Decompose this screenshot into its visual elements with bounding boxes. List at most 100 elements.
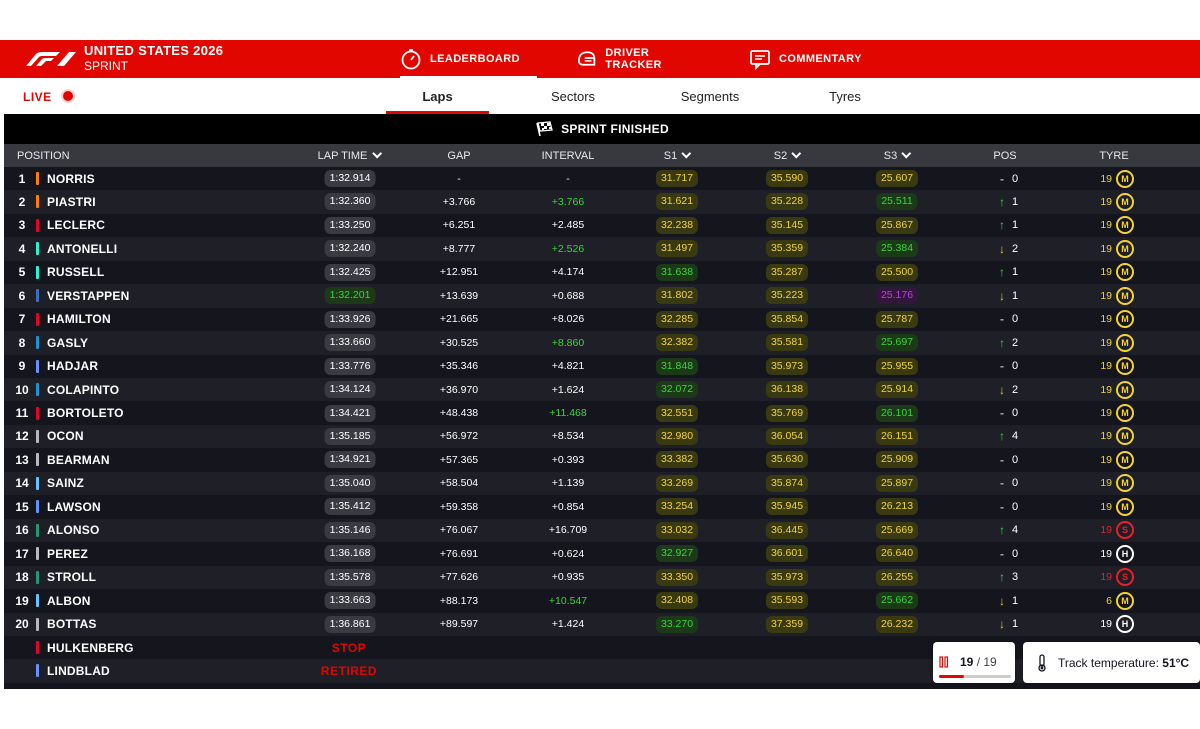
driver-name[interactable]: STROLL	[47, 570, 97, 585]
table-row[interactable]: 3 LECLERC 1:33.250 +6.251 +2.485 32.238 35.145…	[4, 213, 1200, 238]
dash-icon: -	[1000, 171, 1004, 186]
driver-position: 20	[15, 617, 29, 632]
tyre-age: 19	[1100, 360, 1112, 373]
col-lap-time[interactable]: LAP TIME	[318, 144, 382, 167]
table-row[interactable]: 7 HAMILTON 1:33.926 +21.665 +8.026 32.285 35.8…	[4, 307, 1200, 332]
position-change: ↓ 2	[996, 378, 1036, 401]
table-row[interactable]: 13 BEARMAN 1:34.921 +57.365 +0.393 33.382 35.6…	[4, 448, 1200, 472]
col-s2[interactable]: S2	[774, 144, 802, 167]
tyre-compound-icon: S	[1116, 568, 1134, 587]
driver-name[interactable]: LECLERC	[47, 218, 106, 233]
driver-name[interactable]: NORRIS	[47, 171, 95, 186]
driver-name[interactable]: HADJAR	[47, 359, 99, 374]
sector-2-time: 35.973	[765, 355, 809, 378]
col-s3[interactable]: S3	[884, 144, 912, 167]
driver-name[interactable]: PIASTRI	[47, 194, 96, 209]
lap-counter-widget[interactable]: 19 / 19	[933, 642, 1015, 683]
team-color-bar	[36, 523, 39, 537]
interval-value: +0.854	[551, 500, 585, 513]
sector-2-time: 35.630	[765, 448, 809, 471]
driver-name[interactable]: ALBON	[47, 593, 91, 608]
table-row[interactable]: 16 ALONSO 1:35.146 +76.067 +16.709 33.032 36.4…	[4, 518, 1200, 543]
gap-value: +76.067	[439, 524, 479, 537]
sector-3-time: 25.669	[875, 519, 919, 542]
interval-value: +0.935	[551, 571, 585, 584]
sector-2-time: 36.445	[765, 519, 809, 542]
driver-name[interactable]: HAMILTON	[47, 312, 111, 327]
table-row[interactable]: 10 COLAPINTO 1:34.124 +36.970 +1.624 32.072 36…	[4, 378, 1200, 402]
driver-name[interactable]: BEARMAN	[47, 452, 110, 467]
team-color-bar	[36, 336, 39, 350]
driver-name[interactable]: BOTTAS	[47, 617, 97, 632]
driver-name[interactable]: RUSSELL	[47, 265, 105, 280]
tyre-age: 19	[1100, 430, 1112, 443]
lap-time: 1:34.921	[324, 448, 376, 471]
team-color-bar	[36, 429, 39, 443]
driver-name[interactable]: BORTOLETO	[47, 406, 124, 420]
total-laps: / 19	[976, 655, 997, 669]
sector-2-time: 36.601	[765, 542, 809, 565]
col-s1[interactable]: S1	[664, 144, 692, 167]
driver-name[interactable]: VERSTAPPEN	[47, 288, 130, 303]
sector-1-time: 31.848	[655, 355, 699, 378]
tab-commentary[interactable]: COMMENTARY	[749, 40, 864, 78]
interval-value: +4.821	[551, 360, 585, 373]
sector-3-time: 26.640	[875, 542, 919, 565]
driver-name[interactable]: OCON	[47, 429, 84, 444]
table-row[interactable]: 8 GASLY 1:33.660 +30.525 +8.860 32.382 35.581 2…	[4, 331, 1200, 355]
table-row[interactable]: 20 BOTTAS 1:36.861 +89.597 +1.424 33.270 37.35…	[4, 612, 1200, 636]
table-row[interactable]: 18 STROLL 1:35.578 +77.626 +0.935 33.350 35.97…	[4, 565, 1200, 590]
sector-2-time: 35.945	[765, 495, 809, 518]
tyre-info: 19 S	[1094, 566, 1154, 589]
driver-name[interactable]: LAWSON	[47, 499, 101, 514]
table-row[interactable]: 15 LAWSON 1:35.412 +59.358 +0.854 33.254 35.94…	[4, 495, 1200, 519]
table-row[interactable]: 11 BORTOLETO 1:34.421 +48.438 +11.468 32.551 3…	[4, 401, 1200, 425]
driver-name[interactable]: HULKENBERG	[47, 640, 134, 655]
table-header: POSITION LAP TIME GAP INTERVAL S1 S2 S3 …	[4, 144, 1200, 167]
dash-icon: -	[1000, 359, 1004, 374]
tyre-compound-icon: M	[1116, 310, 1134, 329]
position-change: -0	[996, 402, 1036, 425]
arrow-up-icon: ↑	[999, 194, 1005, 209]
driver-name[interactable]: SAINZ	[47, 476, 84, 491]
tyre-compound-icon: M	[1116, 357, 1134, 376]
table-row[interactable]: 4 ANTONELLI 1:32.240 +8.777 +2.526 31.497 35.3…	[4, 237, 1200, 261]
table-row[interactable]: 12 OCON 1:35.185 +56.972 +8.534 32.980 36.054 2…	[4, 424, 1200, 449]
driver-name[interactable]: GASLY	[47, 335, 89, 350]
interval-value: +1.624	[551, 383, 585, 396]
table-row[interactable]: LINDBLAD RETIRED	[4, 659, 1200, 683]
subtab-segments[interactable]: Segments	[680, 88, 740, 104]
tab-leaderboard[interactable]: LEADERBOARD	[400, 40, 537, 79]
subtab-tyres[interactable]: Tyres	[829, 88, 861, 104]
driver-name[interactable]: LINDBLAD	[47, 663, 110, 678]
team-color-bar	[36, 312, 39, 326]
table-row[interactable]: 6 VERSTAPPEN 1:32.201 +13.639 +0.688 31.802 35…	[4, 284, 1200, 308]
driver-name[interactable]: COLAPINTO	[47, 382, 120, 397]
position-change: ↓ 2	[996, 237, 1036, 260]
table-row[interactable]: 5 RUSSELL 1:32.425 +12.951 +4.174 31.638 35.28…	[4, 260, 1200, 285]
sector-3-time: 26.232	[875, 613, 919, 636]
driver-name[interactable]: PEREZ	[47, 546, 89, 561]
gap-value: +6.251	[442, 219, 476, 232]
driver-position: 12	[15, 429, 29, 444]
table-row[interactable]: 14 SAINZ 1:35.040 +58.504 +1.139 33.269 35.874…	[4, 471, 1200, 496]
subtab-sectors[interactable]: Sectors	[550, 88, 596, 104]
tyre-compound-icon: M	[1116, 263, 1134, 282]
sector-2-time: 35.145	[765, 214, 809, 237]
table-row[interactable]: 9 HADJAR 1:33.776 +35.346 +4.821 31.848 35.973…	[4, 354, 1200, 378]
dash-icon: -	[1000, 452, 1004, 467]
sector-1-time: 33.269	[655, 472, 699, 495]
driver-name[interactable]: ANTONELLI	[47, 241, 118, 256]
table-row[interactable]: 2 PIASTRI 1:32.360 +3.766 +3.766 31.621 35.228…	[4, 190, 1200, 214]
table-row[interactable]: 19 ALBON 1:33.663 +88.173 +10.547 32.408 35.59…	[4, 589, 1200, 613]
current-lap: 19	[960, 655, 974, 669]
tab-driver-tracker[interactable]: DRIVER TRACKER	[576, 40, 706, 78]
table-row[interactable]: 1 NORRIS 1:32.914 - - 31.717 35.590 25.607 -0 19 M	[4, 167, 1200, 191]
position-change: ↑ 1	[996, 214, 1036, 237]
table-row[interactable]: 17 PEREZ 1:36.168 +76.691 +0.624 32.927 36.601…	[4, 542, 1200, 566]
driver-name[interactable]: ALONSO	[47, 523, 100, 538]
gap-value: +36.970	[439, 383, 479, 396]
lap-time: 1:32.240	[324, 237, 376, 260]
table-row[interactable]: HULKENBERG STOP	[4, 636, 1200, 660]
subtab-laps[interactable]: Laps	[386, 78, 489, 114]
